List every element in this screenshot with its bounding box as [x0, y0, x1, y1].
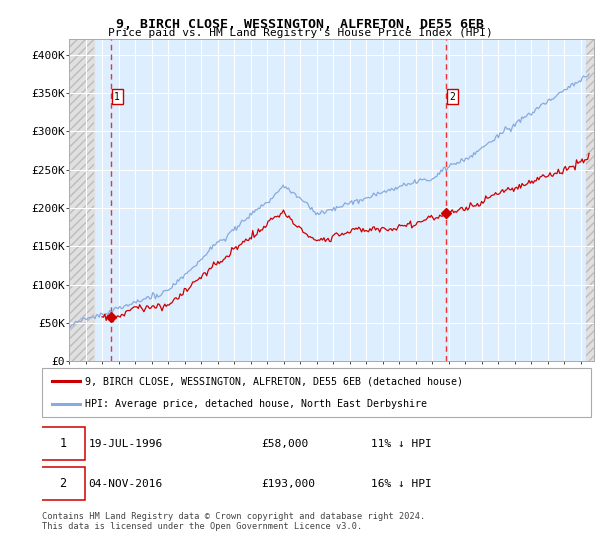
- Bar: [586, 39, 594, 361]
- Text: 04-NOV-2016: 04-NOV-2016: [89, 479, 163, 488]
- Bar: [69, 39, 94, 361]
- Text: 11% ↓ HPI: 11% ↓ HPI: [371, 438, 432, 449]
- Text: Price paid vs. HM Land Registry's House Price Index (HPI): Price paid vs. HM Land Registry's House …: [107, 28, 493, 38]
- Text: £193,000: £193,000: [262, 479, 316, 488]
- Text: 2: 2: [449, 92, 455, 102]
- FancyBboxPatch shape: [41, 467, 85, 500]
- FancyBboxPatch shape: [41, 427, 85, 460]
- Text: £58,000: £58,000: [262, 438, 309, 449]
- Text: 16% ↓ HPI: 16% ↓ HPI: [371, 479, 432, 488]
- Bar: [69, 39, 94, 361]
- Bar: [586, 39, 594, 361]
- Text: Contains HM Land Registry data © Crown copyright and database right 2024.
This d: Contains HM Land Registry data © Crown c…: [42, 512, 425, 531]
- Text: HPI: Average price, detached house, North East Derbyshire: HPI: Average price, detached house, Nort…: [85, 399, 427, 409]
- Text: 9, BIRCH CLOSE, WESSINGTON, ALFRETON, DE55 6EB (detached house): 9, BIRCH CLOSE, WESSINGTON, ALFRETON, DE…: [85, 376, 463, 386]
- Text: 1: 1: [114, 92, 120, 102]
- Text: 9, BIRCH CLOSE, WESSINGTON, ALFRETON, DE55 6EB: 9, BIRCH CLOSE, WESSINGTON, ALFRETON, DE…: [116, 18, 484, 31]
- Text: 19-JUL-1996: 19-JUL-1996: [89, 438, 163, 449]
- FancyBboxPatch shape: [42, 368, 591, 417]
- Text: 2: 2: [59, 477, 67, 490]
- Text: 1: 1: [59, 437, 67, 450]
